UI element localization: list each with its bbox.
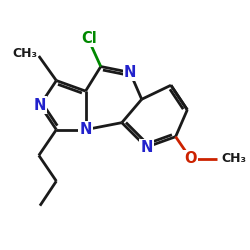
Text: CH₃: CH₃ xyxy=(221,152,246,166)
Text: CH₃: CH₃ xyxy=(12,47,37,60)
Text: Cl: Cl xyxy=(81,31,97,46)
Text: N: N xyxy=(80,122,92,137)
Text: N: N xyxy=(140,140,152,155)
Text: N: N xyxy=(34,98,46,112)
Text: O: O xyxy=(184,152,197,166)
Text: N: N xyxy=(124,65,136,80)
